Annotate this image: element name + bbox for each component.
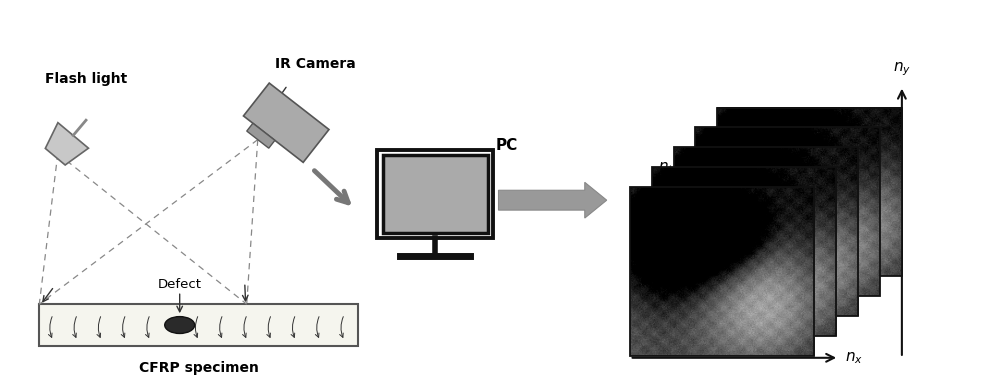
Text: IR Camera: IR Camera xyxy=(275,57,356,71)
Text: CFRP specimen: CFRP specimen xyxy=(139,361,259,375)
Text: $n_y$: $n_y$ xyxy=(893,60,911,78)
FancyArrow shape xyxy=(499,182,607,218)
Text: PC: PC xyxy=(496,138,518,153)
Text: $n_x$: $n_x$ xyxy=(845,350,863,366)
FancyBboxPatch shape xyxy=(383,155,488,233)
Ellipse shape xyxy=(165,316,195,333)
FancyBboxPatch shape xyxy=(39,304,358,346)
Polygon shape xyxy=(247,123,275,148)
Polygon shape xyxy=(243,83,329,162)
Polygon shape xyxy=(45,123,88,165)
Text: $n_t$: $n_t$ xyxy=(658,160,675,176)
Text: Flash light: Flash light xyxy=(45,72,128,86)
Text: Defect: Defect xyxy=(158,278,202,291)
Circle shape xyxy=(55,134,76,156)
